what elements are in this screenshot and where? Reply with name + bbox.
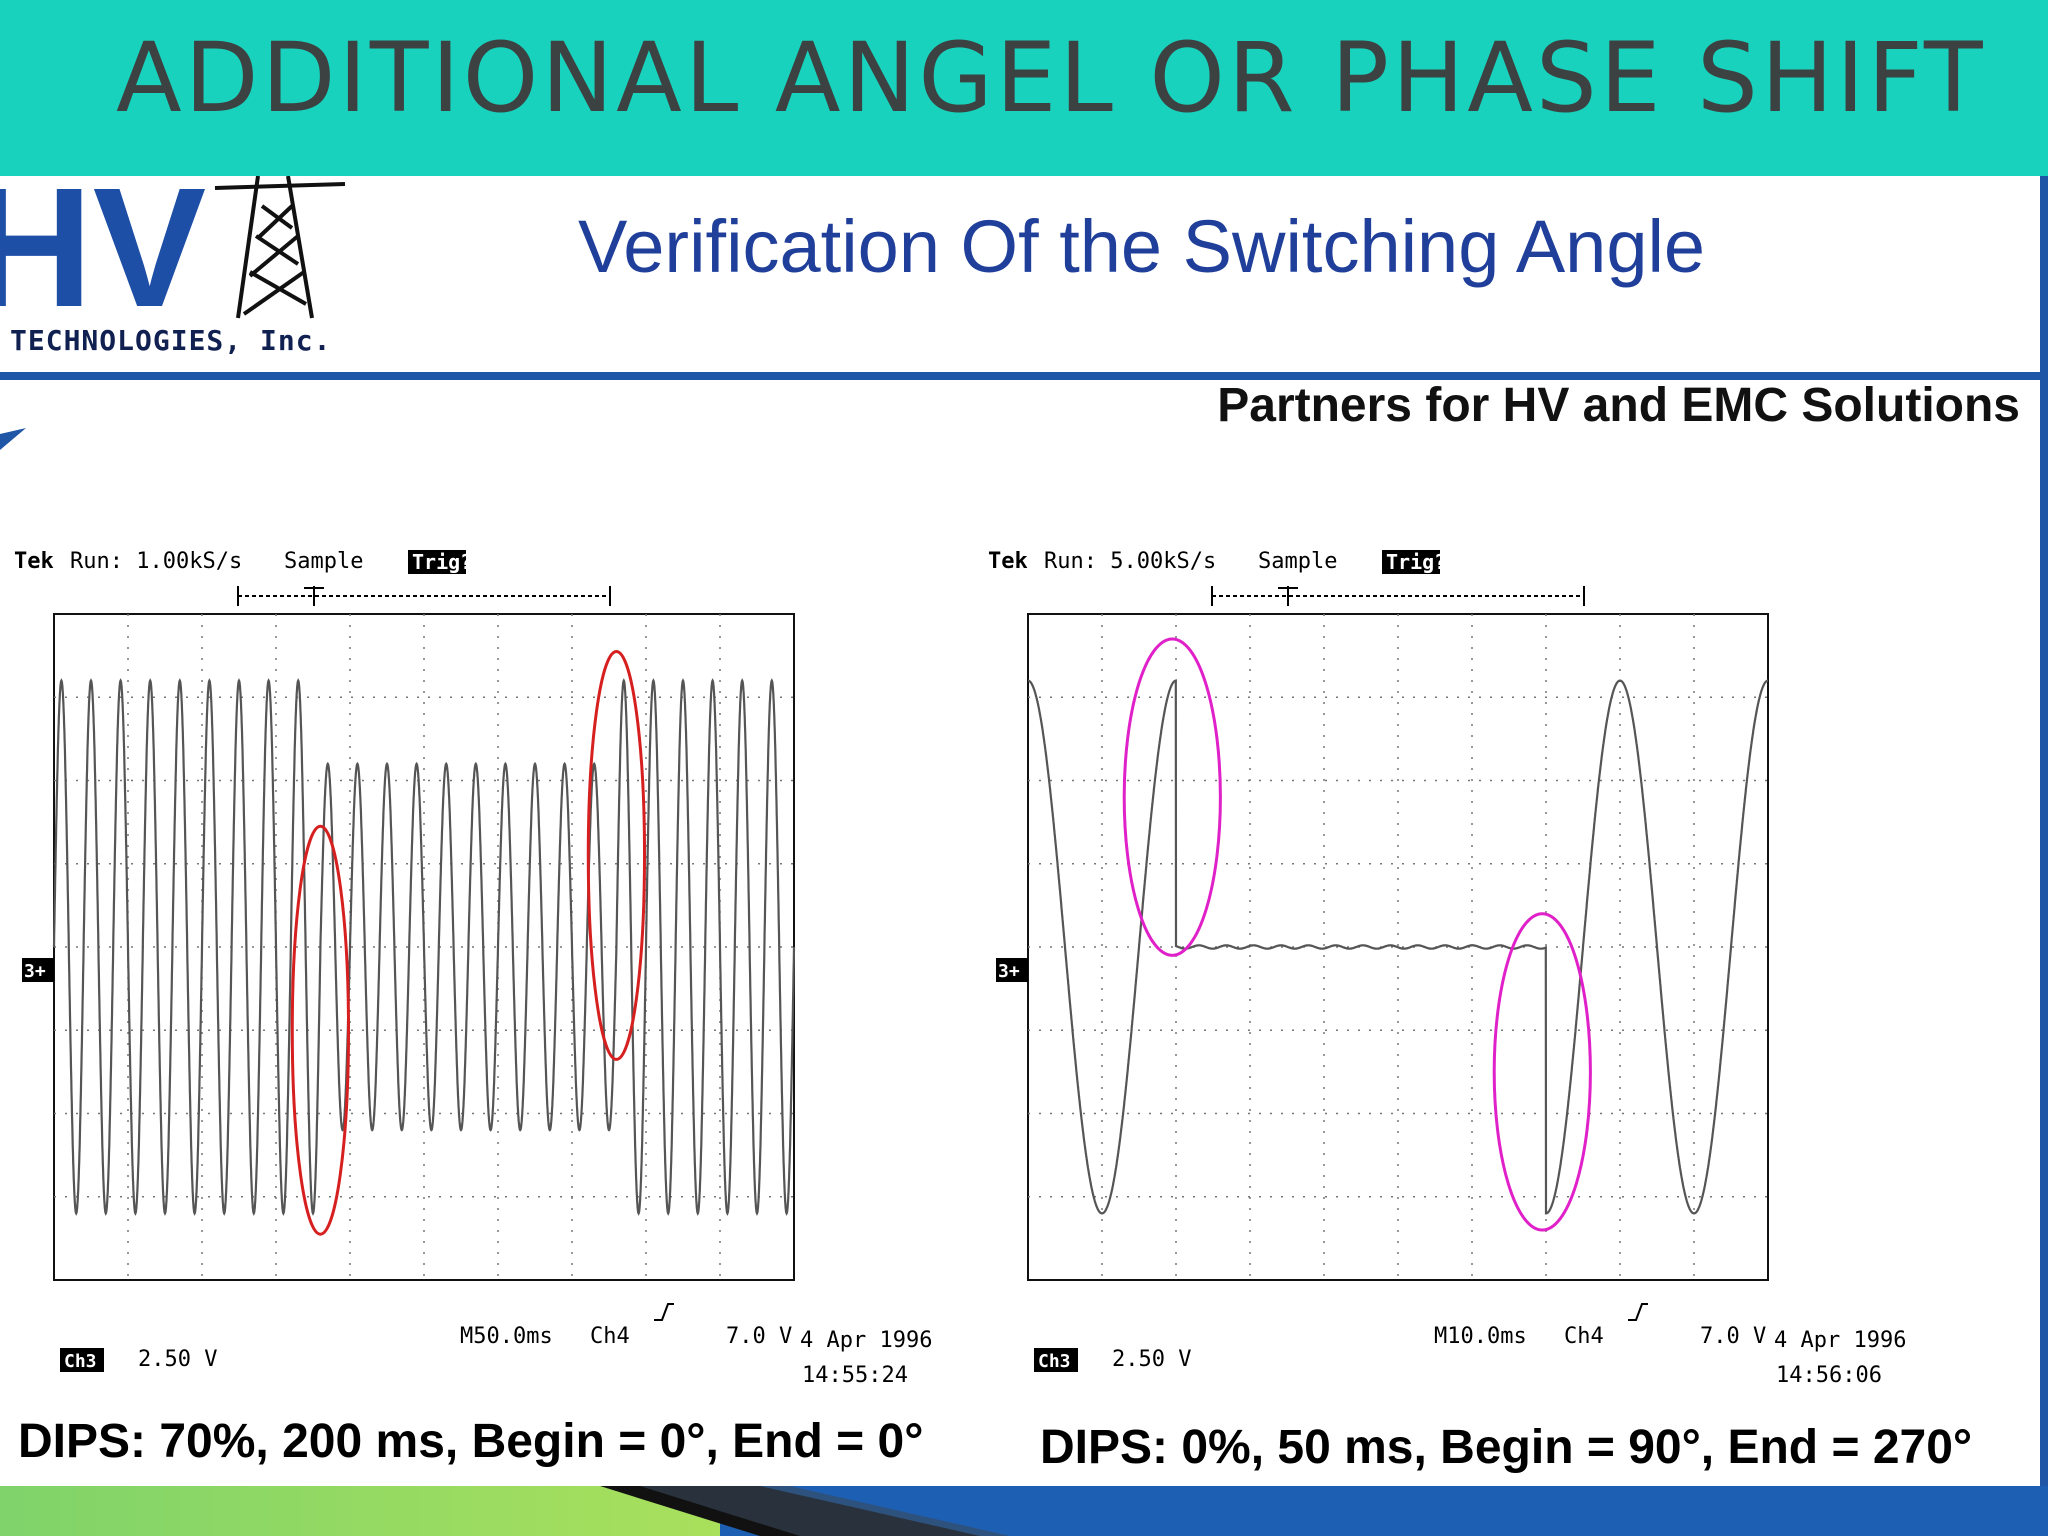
channel-label-badge (1034, 1348, 1078, 1372)
corner-arrow-icon (0, 428, 26, 450)
channel-label-badge (60, 1348, 104, 1372)
highlight-ellipse (1492, 912, 1592, 1232)
scope-trace (1027, 679, 1769, 1215)
channel-marker (996, 958, 1028, 982)
trig-status: Trig? (412, 550, 472, 574)
logo-letters: HV (0, 176, 206, 326)
highlight-ellipse (1122, 637, 1222, 957)
right-edge-bar (2040, 176, 2048, 1486)
channel-label: Ch3 (64, 1351, 97, 1372)
scope-grid (54, 614, 794, 1280)
channel-marker-label: 3+ (24, 961, 46, 982)
trigger-channel: Ch4 (590, 1324, 630, 1349)
trig-badge (1382, 550, 1440, 574)
trigger-channel: Ch4 (1564, 1324, 1604, 1349)
timebase: M10.0ms (1434, 1324, 1527, 1349)
scope-brand: Tek (988, 549, 1028, 574)
trig-status: Trig? (1386, 550, 1446, 574)
channel-scale: 2.50 V (1112, 1347, 1191, 1372)
record-bar (237, 586, 611, 606)
scope-highlights (1122, 637, 1592, 1232)
rising-edge-icon (654, 1303, 674, 1321)
tagline: Partners for HV and EMC Solutions (1217, 379, 2020, 432)
scope-date: 4 Apr 1996 (800, 1328, 932, 1353)
scope-highlights (290, 649, 647, 1236)
divider-rule (0, 372, 2046, 380)
slide-title: Verification Of the Switching Angle (578, 205, 1706, 288)
highlight-ellipse (586, 649, 647, 1061)
scope-mode: Sample (1258, 549, 1337, 574)
footer-accent (0, 1486, 720, 1536)
rising-edge-icon (1628, 1303, 1648, 1321)
caption-right: DIPS: 0%, 50 ms, Begin = 90°, End = 270° (1040, 1421, 1973, 1474)
channel-label: Ch3 (1038, 1351, 1071, 1372)
banner-title: ADDITIONAL ANGEL OR PHASE SHIFT (116, 22, 1986, 134)
trigger-level: 7.0 V (1700, 1324, 1766, 1349)
scope-left: Tek Run: 1.00kS/s Sample Trig? 3+ M50.0m… (14, 548, 954, 1388)
scope-run: Run: 1.00kS/s (70, 549, 242, 574)
transmission-tower-icon: HV (0, 176, 346, 326)
highlight-ellipse (290, 824, 351, 1236)
logo-text: TECHNOLOGIES, Inc. (10, 324, 332, 357)
scope-run: Run: 5.00kS/s (1044, 549, 1216, 574)
waveform-line (52, 678, 796, 1216)
waveform-line (1027, 679, 1769, 1215)
scope-svg-left: Tek Run: 1.00kS/s Sample Trig? 3+ M50.0m… (14, 549, 932, 1388)
company-logo: HV TECHNOLOGIES, Inc. (0, 176, 400, 366)
trig-badge (408, 550, 466, 574)
scope-mode: Sample (284, 549, 363, 574)
footer-arrow (600, 1486, 1010, 1536)
scope-time: 14:55:24 (802, 1363, 908, 1388)
timebase: M50.0ms (460, 1324, 553, 1349)
scope-date: 4 Apr 1996 (1774, 1328, 1906, 1353)
channel-scale: 2.50 V (138, 1347, 217, 1372)
title-banner: ADDITIONAL ANGEL OR PHASE SHIFT (0, 0, 2048, 176)
scope-svg-right: Tek Run: 5.00kS/s Sample Trig? 3+ M10.0m… (988, 549, 1906, 1388)
scope-right: Tek Run: 5.00kS/s Sample Trig? 3+ M10.0m… (988, 548, 1928, 1388)
scope-trace (52, 678, 796, 1216)
trigger-level: 7.0 V (726, 1324, 792, 1349)
channel-marker-label: 3+ (998, 961, 1020, 982)
channel-marker (22, 958, 54, 982)
scope-brand: Tek (14, 549, 54, 574)
caption-left: DIPS: 70%, 200 ms, Begin = 0°, End = 0° (18, 1415, 924, 1468)
record-bar (1211, 586, 1585, 606)
scope-time: 14:56:06 (1776, 1363, 1882, 1388)
